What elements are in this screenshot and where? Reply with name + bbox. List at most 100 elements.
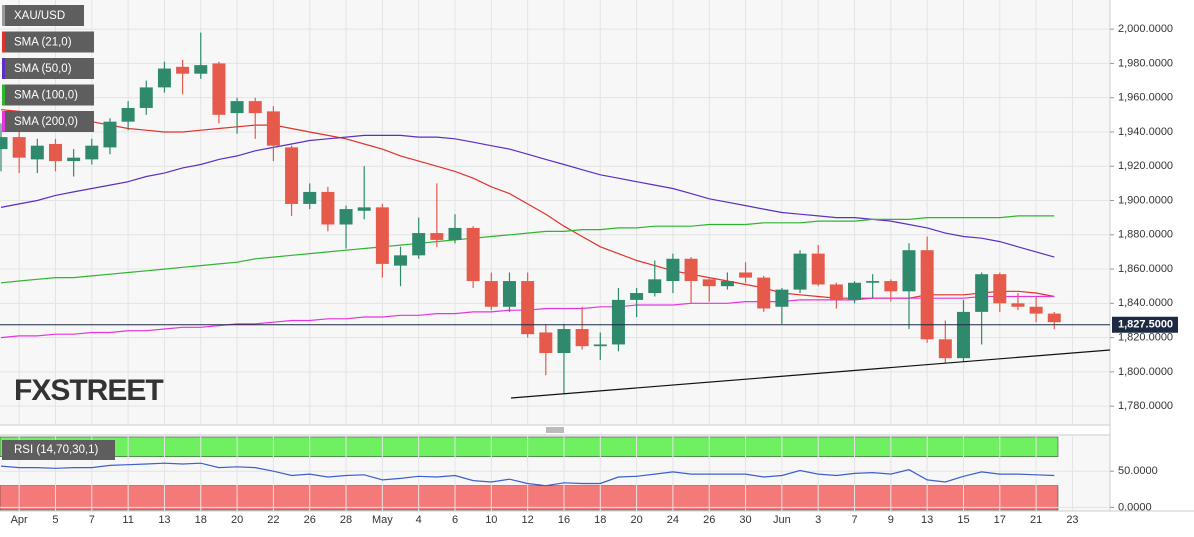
x-tick-label: 7 (89, 514, 95, 526)
y-tick-label: 0.0000 (1118, 501, 1152, 513)
y-tick-label: 1,960.0000 (1118, 92, 1173, 104)
candle-body (285, 147, 299, 204)
candle-body (866, 281, 880, 283)
candle-body (321, 191, 335, 225)
candle-body (357, 207, 371, 211)
y-tick-label: 1,800.0000 (1118, 366, 1173, 378)
x-tick-label: 17 (994, 514, 1006, 526)
y-tick-label: 1,820.0000 (1118, 332, 1173, 344)
x-tick-label: 6 (452, 514, 458, 526)
x-tick-label: 12 (522, 514, 534, 526)
x-tick-label: 5 (52, 514, 58, 526)
x-tick-label: 22 (267, 514, 279, 526)
legend-box (2, 440, 115, 460)
candle-body (339, 209, 353, 225)
x-tick-label: 28 (340, 514, 352, 526)
candle-body (230, 101, 244, 114)
legend-label: SMA (100,0) (14, 90, 78, 102)
candle-body (466, 227, 480, 282)
legend-box (2, 111, 94, 132)
candle-body (212, 63, 226, 115)
candle-body (303, 191, 317, 204)
candle-body (85, 145, 99, 160)
y-tick-label: 1,840.0000 (1118, 297, 1173, 309)
candle-body (430, 233, 444, 240)
x-tick-label: 20 (231, 514, 243, 526)
legend-swatch (2, 111, 5, 132)
candle-body (157, 68, 171, 88)
candle-body (811, 253, 825, 285)
candle-body (67, 157, 81, 162)
legend-box (2, 58, 94, 79)
candle-body (630, 293, 644, 300)
candle-body (666, 258, 680, 282)
candle-body (248, 101, 262, 114)
candle-body (121, 107, 135, 122)
legend-label: SMA (50,0) (14, 63, 72, 75)
legend-label: RSI (14,70,30,1) (14, 444, 99, 456)
legend-box (2, 31, 94, 53)
x-tick-label: 18 (195, 514, 207, 526)
candle-body (648, 279, 662, 294)
last-price-label: 1,827.5000 (1118, 319, 1173, 331)
x-tick-label: 11 (122, 514, 133, 526)
y-tick-label: 2,000.0000 (1118, 23, 1173, 35)
x-tick-label: 24 (667, 514, 679, 526)
legend-box (2, 5, 84, 26)
candle-body (611, 299, 625, 345)
candle-body (920, 250, 934, 340)
candle-body (593, 344, 607, 347)
candle-body (829, 284, 843, 300)
y-tick-label: 50.0000 (1118, 465, 1158, 477)
candle-body (266, 111, 280, 146)
watermark: FXSTREET (14, 374, 163, 407)
candle-body (1047, 313, 1061, 323)
candle-body (12, 137, 26, 158)
legend-label: XAU/USD (14, 10, 65, 22)
x-tick-label: 13 (921, 514, 933, 526)
candle-body (0, 137, 8, 150)
candle-body (993, 274, 1007, 304)
layers: FXSTREET (0, 0, 1110, 511)
candle-body (394, 255, 408, 266)
sma-line (0, 215, 1055, 284)
x-tick-label: Jun (773, 514, 791, 526)
trendline (510, 349, 1111, 399)
x-tick-label: May (372, 514, 393, 526)
candle-body (902, 250, 916, 292)
candle-body (757, 277, 771, 309)
candle-body (1011, 303, 1025, 307)
x-tick-label: 23 (1066, 514, 1078, 526)
legend-swatch (2, 58, 5, 79)
panel-handle (546, 427, 564, 433)
x-tick-label: 3 (815, 514, 821, 526)
x-tick-label: 9 (888, 514, 894, 526)
candle-body (739, 272, 753, 278)
y-tick-label: 1,980.0000 (1118, 57, 1173, 69)
candle-body (702, 279, 716, 287)
legend-label: SMA (21,0) (14, 37, 72, 49)
candle-body (502, 281, 516, 307)
x-tick-label: 20 (630, 514, 642, 526)
legend-swatch (2, 31, 5, 53)
x-tick-label: 15 (957, 514, 969, 526)
x-tick-label: 18 (594, 514, 606, 526)
x-tick-label: Apr (11, 514, 28, 526)
candle-body (375, 207, 389, 264)
candle-body (938, 339, 952, 359)
candle-body (30, 145, 44, 160)
legend-label: SMA (200,0) (14, 116, 78, 128)
candle-body (176, 66, 190, 74)
candle-body (684, 258, 698, 282)
candle-body (575, 329, 589, 347)
last-price-box (1112, 316, 1178, 333)
candle-body (484, 281, 498, 307)
candle-body (956, 311, 970, 359)
candle-body (975, 274, 989, 312)
candle-body (557, 329, 571, 354)
candle-body (448, 227, 462, 240)
x-tick-label: 30 (739, 514, 751, 526)
candle-body (720, 281, 734, 287)
y-tick-label: 1,920.0000 (1118, 160, 1173, 172)
